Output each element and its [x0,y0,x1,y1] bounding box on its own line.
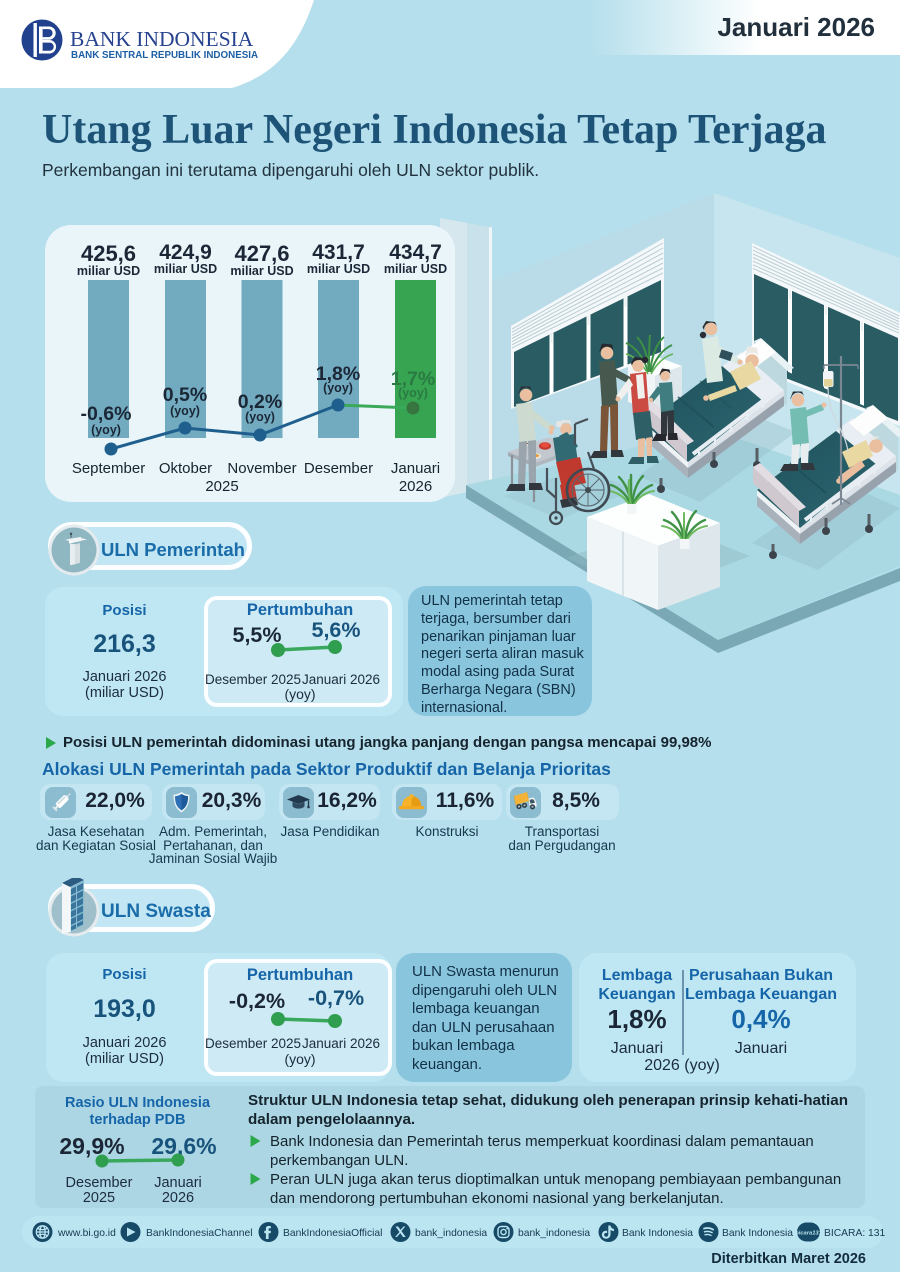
svg-text:1,8%: 1,8% [316,363,360,385]
svg-text:bank_indonesia: bank_indonesia [415,1228,487,1239]
svg-text:(yoy): (yoy) [245,410,275,424]
svg-text:Januari: Januari [154,1175,202,1191]
svg-text:bank_indonesia: bank_indonesia [518,1228,590,1239]
svg-text:-0,2%: -0,2% [229,989,285,1013]
svg-text:5,5%: 5,5% [232,623,281,647]
svg-text:(yoy): (yoy) [170,404,200,418]
svg-text:2026: 2026 [399,478,432,495]
svg-text:(yoy): (yoy) [284,686,315,702]
svg-text:BANK SENTRAL REPUBLIK INDONESI: BANK SENTRAL REPUBLIK INDONESIA [71,50,258,61]
svg-text:miliar USD: miliar USD [230,264,293,278]
svg-text:Desember: Desember [66,1175,133,1191]
svg-text:BankIndonesiaChannel: BankIndonesiaChannel [146,1228,252,1239]
svg-text:Bank Indonesia: Bank Indonesia [722,1228,793,1239]
svg-text:(yoy): (yoy) [91,423,121,437]
svg-text:Pertumbuhan: Pertumbuhan [247,601,353,619]
svg-text:BankIndonesiaOfficial: BankIndonesiaOfficial [283,1228,382,1239]
svg-text:(yoy): (yoy) [398,386,428,400]
svg-text:www.bi.go.id: www.bi.go.id [57,1228,116,1239]
svg-text:Januari 2026: Januari 2026 [302,1036,380,1051]
svg-text:2025: 2025 [83,1190,115,1206]
svg-text:Januari 2026: Januari 2026 [302,672,380,687]
svg-text:BICARA: 131: BICARA: 131 [824,1228,886,1239]
svg-text:0,5%: 0,5% [163,384,207,406]
svg-text:431,7: 431,7 [312,241,365,264]
svg-text:2025: 2025 [205,478,238,495]
svg-text:427,6: 427,6 [234,241,289,266]
svg-text:Desember 2025: Desember 2025 [205,1036,301,1051]
svg-text:29,6%: 29,6% [151,1133,216,1159]
svg-text:Januari: Januari [391,460,440,477]
svg-text:miliar USD: miliar USD [154,262,217,276]
svg-text:Desember 2025: Desember 2025 [205,672,301,687]
svg-text:434,7: 434,7 [389,241,442,264]
svg-text:miliar USD: miliar USD [307,262,370,276]
svg-text:September: September [72,460,145,477]
svg-text:Desember: Desember [304,460,373,477]
svg-text:BANK INDONESIA: BANK INDONESIA [70,27,254,51]
svg-text:miliar USD: miliar USD [77,264,140,278]
svg-text:2026: 2026 [162,1190,194,1206]
svg-text:5,6%: 5,6% [311,618,360,642]
svg-text:miliar USD: miliar USD [384,262,447,276]
svg-text:Bank Indonesia: Bank Indonesia [622,1228,693,1239]
svg-text:29,9%: 29,9% [59,1133,124,1159]
svg-text:bicara131: bicara131 [795,1231,822,1237]
svg-text:425,6: 425,6 [81,241,136,266]
svg-text:Oktober: Oktober [159,460,212,477]
svg-text:424,9: 424,9 [159,241,212,264]
svg-text:-0,7%: -0,7% [308,986,364,1010]
svg-text:1,7%: 1,7% [391,368,435,390]
svg-text:-0,6%: -0,6% [81,403,132,425]
svg-text:(yoy): (yoy) [284,1051,315,1067]
svg-text:0,2%: 0,2% [238,391,282,413]
svg-text:Pertumbuhan: Pertumbuhan [247,966,353,984]
svg-text:November: November [227,460,296,477]
svg-text:(yoy): (yoy) [323,381,353,395]
